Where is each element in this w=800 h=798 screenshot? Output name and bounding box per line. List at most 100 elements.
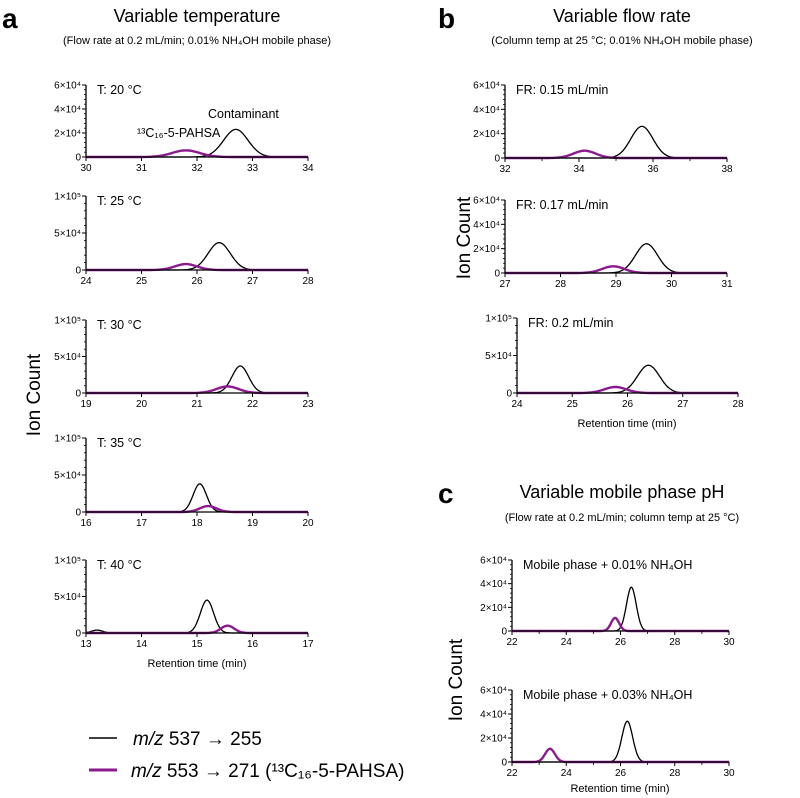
x-tick-label: 28: [732, 399, 744, 410]
y-tick-label: 4×10⁴: [480, 579, 507, 590]
plot-a-4: 0 5×10⁴ 1×10⁵ 13 14 15 16 17 T: 40 °C: [54, 556, 314, 651]
y-tick-label: 4×10⁴: [473, 105, 500, 116]
panel-c-ylabel: Ion Count: [446, 638, 467, 721]
legend: m/z 537 → 255 m/z 553 → 271 (¹³C₁₆-5-PAH…: [89, 729, 404, 782]
condition-label: Mobile phase + 0.03% NH₄OH: [523, 688, 692, 702]
plot-a-1: 0 5×10⁴ 1×10⁵ 24 25 26 27 28 T: 25 °C: [54, 192, 314, 288]
y-tick-label: 6×10⁴: [473, 196, 500, 207]
x-tick-label: 22: [247, 399, 259, 410]
x-tick-label: 34: [573, 164, 585, 175]
annotation-contaminant: Contaminant: [208, 107, 279, 121]
y-tick-label: 6×10⁴: [480, 556, 507, 567]
trace-contaminant: [505, 243, 727, 274]
y-tick-label: 4×10⁴: [473, 220, 500, 231]
x-tick-label: 24: [561, 637, 573, 648]
plot-a-3: 0 5×10⁴ 1×10⁵ 16 17 18 19 20 T: 35 °C: [54, 434, 314, 530]
y-tick-label: 2×10⁴: [473, 244, 500, 255]
condition-label: T: 30 °C: [97, 318, 142, 332]
x-tick-label: 27: [247, 276, 259, 287]
y-tick-label: 6×10⁴: [473, 81, 500, 92]
x-tick-label: 24: [561, 768, 573, 779]
condition-label: FR: 0.15 mL/min: [516, 83, 608, 97]
y-tick-label: 1×10⁵: [54, 434, 81, 445]
panel-c-xlabel: Retention time (min): [570, 783, 669, 795]
x-tick-label: 28: [302, 276, 314, 287]
x-tick-label: 32: [499, 164, 511, 175]
x-tick-label: 38: [721, 164, 733, 175]
y-tick-label: 2×10⁴: [480, 603, 507, 614]
x-tick-label: 32: [191, 163, 203, 174]
panel-a-ylabel: Ion Count: [24, 353, 45, 436]
x-tick-label: 18: [191, 518, 203, 529]
condition-label: FR: 0.2 mL/min: [528, 316, 613, 330]
condition-label: Mobile phase + 0.01% NH₄OH: [523, 558, 692, 572]
legend-entry-contaminant: m/z 537 → 255: [133, 729, 262, 750]
trace-contaminant: [86, 365, 308, 394]
x-tick-label: 29: [610, 279, 622, 290]
y-tick-label: 0: [494, 154, 500, 165]
trace-pahsa: [86, 149, 308, 159]
y-tick-label: 5×10⁴: [54, 352, 81, 363]
plot-c-8: 0 2×10⁴ 4×10⁴ 6×10⁴ 22 24 26 28 30 Mobile phase +…: [480, 556, 735, 649]
x-tick-label: 30: [723, 768, 735, 779]
panel-b-xlabel: Retention time (min): [577, 418, 676, 430]
x-tick-label: 24: [511, 399, 523, 410]
y-tick-label: 4×10⁴: [480, 710, 507, 721]
x-tick-label: 27: [499, 279, 511, 290]
panel-a-title: Variable temperature: [114, 6, 281, 26]
x-tick-label: 13: [80, 639, 92, 650]
x-tick-label: 20: [302, 518, 314, 529]
y-tick-label: 0: [506, 389, 512, 400]
x-tick-label: 25: [136, 276, 148, 287]
trace-pahsa: [512, 616, 729, 633]
trace-pahsa: [86, 262, 308, 272]
x-tick-label: 26: [615, 637, 627, 648]
x-tick-label: 30: [80, 163, 92, 174]
y-tick-label: 0: [75, 266, 81, 277]
annotation-pahsa: ¹³C₁₆-5-PAHSA: [137, 126, 221, 140]
y-tick-label: 1×10⁵: [54, 316, 81, 327]
y-tick-label: 5×10⁴: [485, 351, 512, 362]
x-tick-label: 19: [80, 399, 92, 410]
y-tick-label: 1×10⁵: [485, 314, 512, 325]
trace-pahsa: [512, 747, 729, 764]
panel-a-xlabel: Retention time (min): [147, 658, 246, 670]
condition-label: T: 25 °C: [97, 194, 142, 208]
trace-pahsa: [86, 385, 308, 395]
trace-contaminant: [86, 483, 308, 513]
x-tick-label: 20: [136, 399, 148, 410]
y-tick-label: 6×10⁴: [480, 686, 507, 697]
trace-pahsa: [505, 149, 727, 160]
y-tick-label: 5×10⁴: [54, 592, 81, 603]
x-tick-label: 33: [247, 163, 259, 174]
y-tick-label: 2×10⁴: [480, 734, 507, 745]
y-tick-label: 0: [494, 269, 500, 280]
x-tick-label: 28: [669, 637, 681, 648]
y-tick-label: 1×10⁵: [54, 192, 81, 203]
x-tick-label: 31: [721, 279, 733, 290]
panel-letter-a: a: [2, 3, 18, 34]
panel-b-ylabel: Ion Count: [454, 196, 475, 279]
x-tick-label: 27: [677, 399, 689, 410]
trace-pahsa: [86, 624, 308, 635]
y-tick-label: 2×10⁴: [473, 129, 500, 140]
y-tick-label: 0: [75, 508, 81, 519]
y-tick-label: 0: [501, 758, 507, 769]
panel-a-subtitle: (Flow rate at 0.2 mL/min; 0.01% NH₄OH mo…: [63, 35, 331, 47]
x-tick-label: 28: [669, 768, 681, 779]
condition-label: T: 20 °C: [97, 83, 142, 97]
x-tick-label: 16: [247, 639, 259, 650]
y-tick-label: 4×10⁴: [54, 105, 81, 116]
plot-b-5: 0 2×10⁴ 4×10⁴ 6×10⁴ 32 34 36 38 FR: 0.15 mL/min: [473, 81, 733, 176]
x-tick-label: 26: [615, 768, 627, 779]
x-tick-label: 31: [136, 163, 148, 174]
trace-contaminant: [505, 125, 727, 159]
x-tick-label: 16: [80, 518, 92, 529]
panel-letter-b: b: [438, 3, 455, 34]
y-tick-label: 2×10⁴: [54, 129, 81, 140]
condition-label: T: 35 °C: [97, 436, 142, 450]
x-tick-label: 23: [302, 399, 314, 410]
x-tick-label: 17: [136, 518, 148, 529]
y-tick-label: 0: [75, 153, 81, 164]
